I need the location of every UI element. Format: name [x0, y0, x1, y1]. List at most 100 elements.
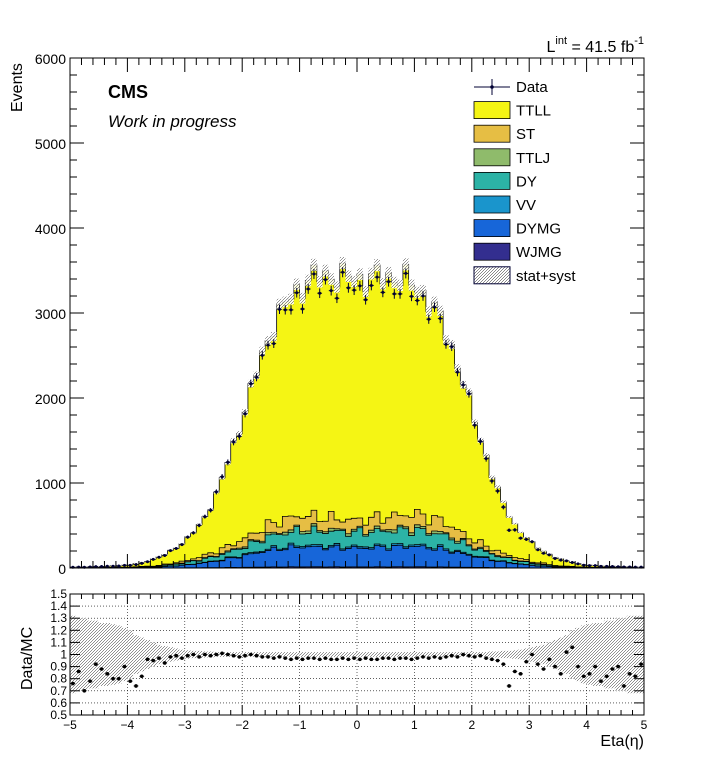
- ratio-band-bin: [569, 630, 576, 679]
- ratio-band-bin: [316, 652, 323, 657]
- ratio-band-bin: [345, 652, 352, 657]
- ratio-point: [512, 669, 518, 674]
- band-bin: [374, 258, 380, 272]
- legend-entry: DY: [473, 171, 537, 190]
- ratio-point: [265, 655, 271, 659]
- data-point: [569, 560, 575, 564]
- ratio-point: [191, 652, 196, 657]
- ratio-band-bin: [563, 635, 570, 674]
- band-bin: [397, 279, 403, 292]
- legend-entry: DYMG: [473, 219, 561, 238]
- ratio-point: [380, 656, 386, 660]
- ratio-point: [196, 655, 202, 659]
- ratio-point: [374, 657, 380, 662]
- data-points: [70, 267, 644, 569]
- ratio-band-bin: [609, 620, 616, 689]
- ratio-point: [610, 667, 615, 671]
- top-axes: 0 1000 2000 3000 4000 5000 6000: [35, 51, 645, 577]
- data-point: [587, 564, 592, 568]
- band-bin: [288, 293, 294, 305]
- ratio-band-bin: [161, 646, 168, 663]
- ratio-point: [81, 689, 87, 693]
- band-bin: [431, 296, 438, 308]
- ratio-band-bin: [615, 618, 622, 691]
- ratio-y-tick-label: 0.6: [50, 696, 67, 710]
- y-tick-label: 3000: [35, 306, 66, 322]
- ratio-point: [288, 657, 294, 662]
- ratio-band-bin: [362, 652, 369, 657]
- data-point: [460, 380, 466, 389]
- ratio-band-bin: [385, 652, 392, 657]
- ratio-point: [472, 655, 478, 659]
- ratio-point: [363, 656, 368, 660]
- ratio-band-bin: [586, 624, 593, 685]
- ratio-point: [483, 656, 489, 660]
- band-bin: [265, 336, 271, 346]
- x-axis-label: Eta(η): [600, 733, 644, 750]
- data-point: [162, 553, 168, 557]
- ratio-point: [70, 681, 76, 686]
- ratio-point: [518, 672, 523, 676]
- band-bin: [511, 522, 518, 525]
- data-point: [558, 558, 564, 562]
- band-bin: [523, 536, 530, 539]
- band-bin: [391, 276, 398, 289]
- ratio-point: [633, 674, 638, 679]
- band-bin: [489, 475, 495, 480]
- data-point: [512, 528, 518, 532]
- legend-label: stat+syst: [516, 268, 576, 285]
- ratio-point: [386, 656, 391, 660]
- band-bin: [351, 275, 357, 288]
- ratio-point: [437, 656, 443, 660]
- ratio-point: [489, 657, 495, 662]
- ratio-point: [122, 664, 127, 669]
- data-point: [294, 287, 300, 298]
- ratio-band-bin: [425, 652, 432, 657]
- ratio-band-bin: [598, 623, 604, 686]
- ratio-band-bin: [431, 652, 438, 657]
- legend-entry: WJMG: [473, 242, 562, 261]
- ratio-band-bin: [133, 635, 139, 674]
- ratio-band-bin: [494, 651, 501, 658]
- data-point: [455, 368, 460, 377]
- data-point: [604, 564, 610, 568]
- ratio-band-bin: [156, 644, 162, 665]
- ratio-point: [397, 656, 403, 660]
- data-point: [409, 291, 414, 302]
- data-point: [340, 267, 346, 278]
- data-point: [305, 284, 311, 294]
- ratio-point: [581, 674, 587, 679]
- ratio-point: [368, 657, 374, 662]
- x-tick-label: 3: [526, 718, 533, 732]
- x-tick-label: −4: [121, 718, 135, 732]
- band-bin: [276, 298, 283, 310]
- legend-label: VV: [516, 197, 536, 214]
- band-bin: [408, 279, 415, 291]
- ratio-point: [592, 664, 598, 669]
- band-bin: [259, 346, 266, 356]
- x-tick-label: −1: [293, 718, 307, 732]
- data-point: [552, 556, 558, 560]
- data-point: [139, 561, 145, 565]
- ratio-band-bin: [236, 652, 243, 657]
- data-point: [317, 288, 323, 299]
- ratio-band-bin: [580, 625, 587, 684]
- data-point: [334, 293, 340, 304]
- ratio-point: [357, 657, 363, 662]
- ratio-point: [615, 664, 621, 669]
- ratio-point: [575, 664, 581, 669]
- ratio-band-bin: [322, 652, 329, 657]
- band-bin: [379, 278, 386, 290]
- ratio-point: [236, 655, 242, 659]
- data-point: [501, 504, 506, 510]
- ratio-band-bin: [167, 647, 174, 662]
- ratio-point: [541, 667, 546, 671]
- ratio-band-bin: [402, 652, 409, 657]
- band-bin: [443, 335, 449, 345]
- band-bin: [402, 258, 409, 271]
- y-tick-label: 5000: [35, 136, 66, 152]
- ratio-point: [598, 679, 604, 683]
- band-bin: [305, 274, 312, 287]
- ratio-point: [93, 662, 99, 666]
- ratio-band-bin: [110, 624, 116, 685]
